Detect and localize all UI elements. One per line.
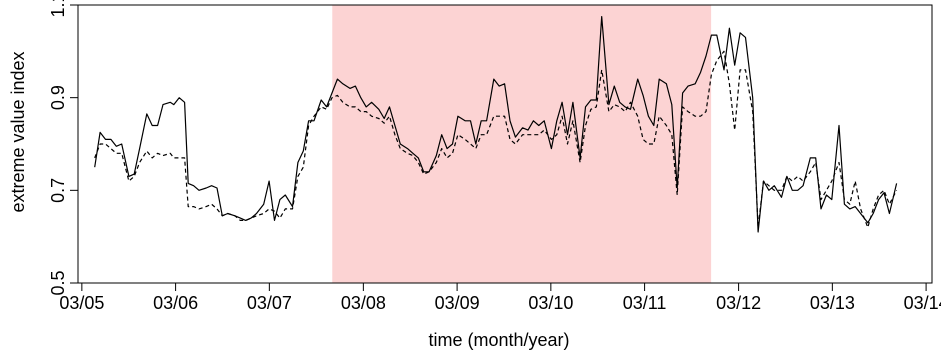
shaded-period	[332, 5, 712, 283]
x-tick-label: 03/10	[528, 293, 573, 313]
y-tick-label: 1.1	[48, 0, 68, 18]
x-tick-label: 03/05	[59, 293, 104, 313]
x-axis: 03/05 03/06 03/07 03/08 03/09 03/10 03/11 03/12…	[59, 283, 941, 313]
x-tick-label: 03/12	[716, 293, 761, 313]
y-tick-label: 0.7	[48, 178, 68, 203]
x-tick-label: 03/09	[435, 293, 480, 313]
x-tick-label: 03/14	[904, 293, 941, 313]
x-tick-label: 03/13	[810, 293, 855, 313]
x-tick-label: 03/06	[153, 293, 198, 313]
x-axis-label: time (month/year)	[428, 330, 569, 350]
plot-frame	[77, 4, 933, 284]
y-axis-label: extreme value index	[8, 51, 28, 212]
x-tick-label: 03/08	[341, 293, 386, 313]
series-line-dashed	[94, 50, 898, 228]
y-axis: 0.5 0.7 0.9 1.1	[48, 0, 78, 296]
x-tick-label: 03/11	[623, 293, 667, 313]
y-tick-label: 0.5	[48, 270, 68, 295]
y-tick-label: 0.9	[48, 85, 68, 110]
x-tick-label: 03/07	[247, 293, 292, 313]
